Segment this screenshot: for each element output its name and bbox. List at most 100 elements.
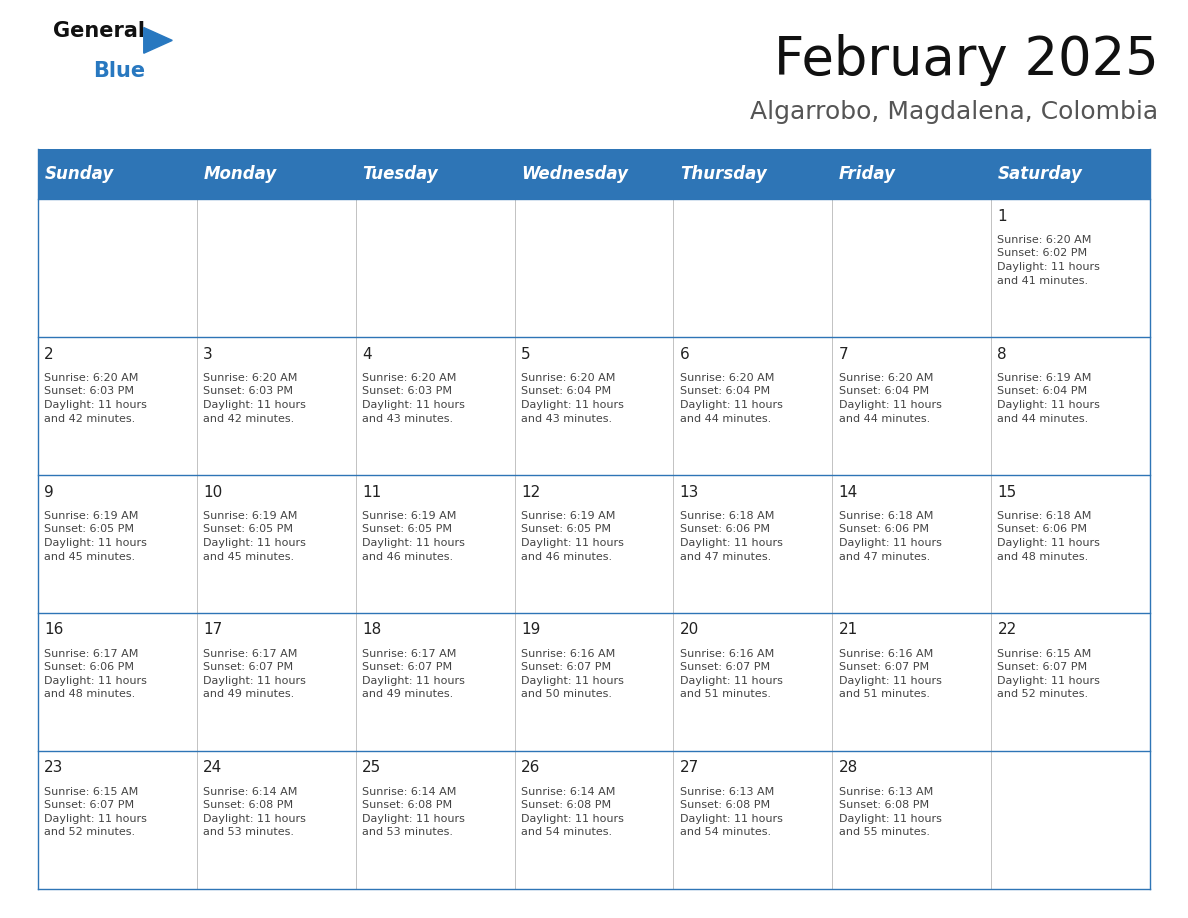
Text: Tuesday: Tuesday — [362, 165, 438, 183]
Bar — [514, 613, 674, 751]
Bar — [674, 613, 833, 751]
Text: 4: 4 — [362, 347, 372, 362]
Text: Algarrobo, Magdalena, Colombia: Algarrobo, Magdalena, Colombia — [750, 100, 1158, 124]
Bar — [833, 475, 991, 613]
Text: General: General — [53, 21, 145, 41]
Bar — [833, 613, 991, 751]
Bar — [991, 475, 1150, 613]
Bar — [355, 751, 514, 889]
Bar — [991, 613, 1150, 751]
Text: Sunrise: 6:19 AM
Sunset: 6:05 PM
Daylight: 11 hours
and 45 minutes.: Sunrise: 6:19 AM Sunset: 6:05 PM Dayligh… — [44, 510, 147, 562]
Bar — [514, 337, 674, 475]
Text: 6: 6 — [680, 347, 689, 362]
Text: Sunrise: 6:20 AM
Sunset: 6:02 PM
Daylight: 11 hours
and 41 minutes.: Sunrise: 6:20 AM Sunset: 6:02 PM Dayligh… — [998, 235, 1100, 285]
Bar — [355, 475, 514, 613]
Text: 10: 10 — [203, 485, 222, 499]
Text: Sunrise: 6:20 AM
Sunset: 6:03 PM
Daylight: 11 hours
and 43 minutes.: Sunrise: 6:20 AM Sunset: 6:03 PM Dayligh… — [362, 373, 465, 423]
Text: Sunrise: 6:17 AM
Sunset: 6:07 PM
Daylight: 11 hours
and 49 minutes.: Sunrise: 6:17 AM Sunset: 6:07 PM Dayligh… — [362, 649, 465, 700]
Text: Sunrise: 6:20 AM
Sunset: 6:03 PM
Daylight: 11 hours
and 42 minutes.: Sunrise: 6:20 AM Sunset: 6:03 PM Dayligh… — [203, 373, 307, 423]
Bar — [833, 337, 991, 475]
Bar — [674, 199, 833, 337]
Bar — [197, 337, 355, 475]
Text: 2: 2 — [44, 347, 53, 362]
Text: Sunrise: 6:13 AM
Sunset: 6:08 PM
Daylight: 11 hours
and 55 minutes.: Sunrise: 6:13 AM Sunset: 6:08 PM Dayligh… — [839, 787, 942, 837]
Text: 27: 27 — [680, 760, 699, 776]
Text: Sunrise: 6:16 AM
Sunset: 6:07 PM
Daylight: 11 hours
and 51 minutes.: Sunrise: 6:16 AM Sunset: 6:07 PM Dayligh… — [680, 649, 783, 700]
Text: Monday: Monday — [203, 165, 277, 183]
Text: 16: 16 — [44, 622, 64, 637]
Text: 21: 21 — [839, 622, 858, 637]
Bar — [355, 613, 514, 751]
Text: Sunrise: 6:18 AM
Sunset: 6:06 PM
Daylight: 11 hours
and 47 minutes.: Sunrise: 6:18 AM Sunset: 6:06 PM Dayligh… — [839, 510, 942, 562]
Bar — [991, 751, 1150, 889]
Text: Blue: Blue — [93, 61, 145, 81]
Text: 11: 11 — [362, 485, 381, 499]
Bar — [38, 337, 197, 475]
Text: Sunrise: 6:19 AM
Sunset: 6:05 PM
Daylight: 11 hours
and 45 minutes.: Sunrise: 6:19 AM Sunset: 6:05 PM Dayligh… — [203, 510, 307, 562]
Text: 12: 12 — [520, 485, 541, 499]
Text: 13: 13 — [680, 485, 700, 499]
Bar — [514, 475, 674, 613]
Text: Sunrise: 6:20 AM
Sunset: 6:04 PM
Daylight: 11 hours
and 43 minutes.: Sunrise: 6:20 AM Sunset: 6:04 PM Dayligh… — [520, 373, 624, 423]
Bar — [38, 199, 197, 337]
Text: 5: 5 — [520, 347, 531, 362]
Bar — [38, 613, 197, 751]
Text: Saturday: Saturday — [998, 165, 1082, 183]
Bar — [514, 751, 674, 889]
Text: Sunday: Sunday — [44, 165, 114, 183]
Text: Sunrise: 6:20 AM
Sunset: 6:03 PM
Daylight: 11 hours
and 42 minutes.: Sunrise: 6:20 AM Sunset: 6:03 PM Dayligh… — [44, 373, 147, 423]
Text: 28: 28 — [839, 760, 858, 776]
Bar — [833, 149, 991, 199]
Bar — [355, 149, 514, 199]
Text: Sunrise: 6:14 AM
Sunset: 6:08 PM
Daylight: 11 hours
and 54 minutes.: Sunrise: 6:14 AM Sunset: 6:08 PM Dayligh… — [520, 787, 624, 837]
Bar — [991, 149, 1150, 199]
Bar — [197, 475, 355, 613]
Bar — [514, 149, 674, 199]
Polygon shape — [144, 28, 172, 53]
Text: 1: 1 — [998, 208, 1007, 224]
Text: Sunrise: 6:14 AM
Sunset: 6:08 PM
Daylight: 11 hours
and 53 minutes.: Sunrise: 6:14 AM Sunset: 6:08 PM Dayligh… — [203, 787, 307, 837]
Text: Sunrise: 6:13 AM
Sunset: 6:08 PM
Daylight: 11 hours
and 54 minutes.: Sunrise: 6:13 AM Sunset: 6:08 PM Dayligh… — [680, 787, 783, 837]
Bar — [514, 199, 674, 337]
Bar — [991, 337, 1150, 475]
Text: 17: 17 — [203, 622, 222, 637]
Text: 23: 23 — [44, 760, 64, 776]
Text: Sunrise: 6:17 AM
Sunset: 6:07 PM
Daylight: 11 hours
and 49 minutes.: Sunrise: 6:17 AM Sunset: 6:07 PM Dayligh… — [203, 649, 307, 700]
Text: 15: 15 — [998, 485, 1017, 499]
Text: Wednesday: Wednesday — [520, 165, 628, 183]
Text: Sunrise: 6:19 AM
Sunset: 6:04 PM
Daylight: 11 hours
and 44 minutes.: Sunrise: 6:19 AM Sunset: 6:04 PM Dayligh… — [998, 373, 1100, 423]
Text: Sunrise: 6:16 AM
Sunset: 6:07 PM
Daylight: 11 hours
and 51 minutes.: Sunrise: 6:16 AM Sunset: 6:07 PM Dayligh… — [839, 649, 942, 700]
Text: Sunrise: 6:19 AM
Sunset: 6:05 PM
Daylight: 11 hours
and 46 minutes.: Sunrise: 6:19 AM Sunset: 6:05 PM Dayligh… — [520, 510, 624, 562]
Text: Sunrise: 6:20 AM
Sunset: 6:04 PM
Daylight: 11 hours
and 44 minutes.: Sunrise: 6:20 AM Sunset: 6:04 PM Dayligh… — [680, 373, 783, 423]
Text: Sunrise: 6:14 AM
Sunset: 6:08 PM
Daylight: 11 hours
and 53 minutes.: Sunrise: 6:14 AM Sunset: 6:08 PM Dayligh… — [362, 787, 465, 837]
Text: 8: 8 — [998, 347, 1007, 362]
Bar — [38, 751, 197, 889]
Text: Sunrise: 6:20 AM
Sunset: 6:04 PM
Daylight: 11 hours
and 44 minutes.: Sunrise: 6:20 AM Sunset: 6:04 PM Dayligh… — [839, 373, 942, 423]
Text: Sunrise: 6:15 AM
Sunset: 6:07 PM
Daylight: 11 hours
and 52 minutes.: Sunrise: 6:15 AM Sunset: 6:07 PM Dayligh… — [44, 787, 147, 837]
Text: 3: 3 — [203, 347, 213, 362]
Bar — [833, 751, 991, 889]
Bar — [674, 149, 833, 199]
Text: Sunrise: 6:16 AM
Sunset: 6:07 PM
Daylight: 11 hours
and 50 minutes.: Sunrise: 6:16 AM Sunset: 6:07 PM Dayligh… — [520, 649, 624, 700]
Text: February 2025: February 2025 — [773, 34, 1158, 85]
Text: 22: 22 — [998, 622, 1017, 637]
Text: Thursday: Thursday — [680, 165, 766, 183]
Text: 9: 9 — [44, 485, 55, 499]
Bar — [991, 199, 1150, 337]
Bar — [38, 475, 197, 613]
Text: Sunrise: 6:18 AM
Sunset: 6:06 PM
Daylight: 11 hours
and 48 minutes.: Sunrise: 6:18 AM Sunset: 6:06 PM Dayligh… — [998, 510, 1100, 562]
Bar — [674, 751, 833, 889]
Text: Sunrise: 6:19 AM
Sunset: 6:05 PM
Daylight: 11 hours
and 46 minutes.: Sunrise: 6:19 AM Sunset: 6:05 PM Dayligh… — [362, 510, 465, 562]
Bar — [355, 337, 514, 475]
Bar — [197, 149, 355, 199]
Bar — [197, 199, 355, 337]
Text: 25: 25 — [362, 760, 381, 776]
Bar — [197, 751, 355, 889]
Text: 19: 19 — [520, 622, 541, 637]
Bar — [674, 475, 833, 613]
Text: 24: 24 — [203, 760, 222, 776]
Bar — [355, 199, 514, 337]
Bar — [197, 613, 355, 751]
Bar — [38, 149, 197, 199]
Text: 18: 18 — [362, 622, 381, 637]
